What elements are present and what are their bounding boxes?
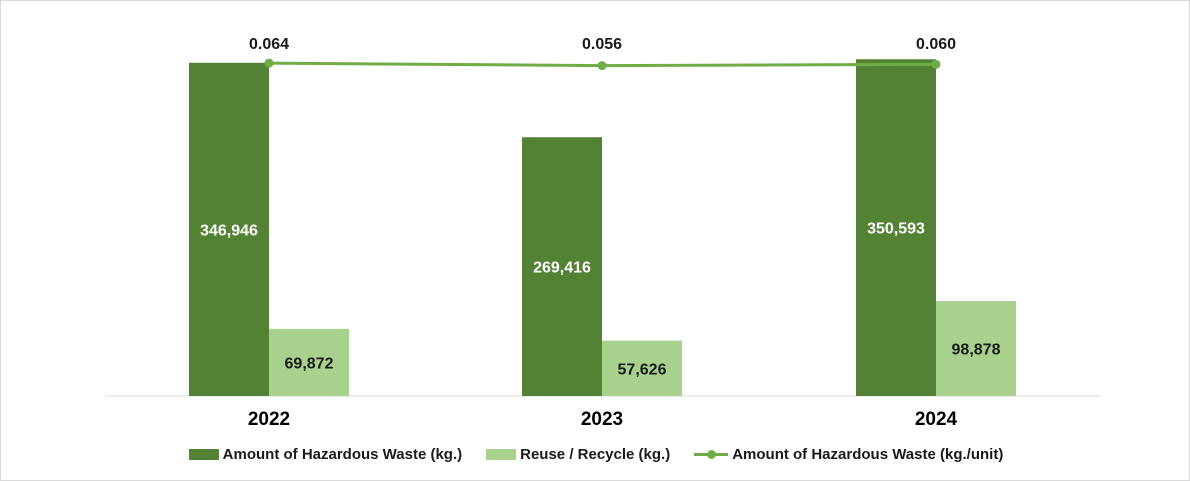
- x-tick-label-2023: 2023: [581, 409, 623, 430]
- line-point-2024: [931, 59, 941, 69]
- line-data-label-2024: 0.060: [916, 36, 956, 53]
- legend-swatch-light: [486, 448, 517, 460]
- bar-hazardous-waste-2024: [856, 59, 936, 397]
- chart-plot: 346,946 69,872 2022 269,416 57,626 2023 350,59…: [105, 36, 1101, 430]
- bar-reuse-recycle-2024: [936, 301, 1016, 396]
- data-label-reuse-recycle-2022: 69,872: [285, 355, 334, 372]
- line-data-label-2023: 0.056: [582, 36, 622, 53]
- data-label-reuse-recycle-2023: 57,626: [618, 361, 667, 378]
- data-label-reuse-recycle-2024: 98,878: [952, 342, 1001, 359]
- data-label-hazardous-waste-2023: 269,416: [533, 260, 591, 277]
- line-point-2023: [597, 61, 607, 71]
- x-tick-label-2024: 2024: [915, 409, 958, 430]
- legend-item-hazardous-waste: Amount of Hazardous Waste (kg.): [188, 445, 463, 463]
- bar-hazardous-waste-2022: [189, 62, 269, 396]
- legend-label: Amount of Hazardous Waste (kg.): [222, 445, 463, 463]
- legend-item-hazardous-waste-per-unit: Amount of Hazardous Waste (kg./unit): [694, 446, 1003, 463]
- bar-hazardous-waste-2023: [522, 137, 602, 396]
- line-data-label-2022: 0.064: [249, 36, 289, 53]
- legend-item-reuse-recycle: Reuse / Recycle (kg.): [486, 446, 670, 463]
- legend-label: Reuse / Recycle (kg.): [520, 445, 671, 463]
- line-point-2022: [264, 58, 274, 68]
- legend: Amount of Hazardous Waste (kg.) Reuse / …: [1, 442, 1190, 466]
- legend-swatch-dark: [188, 448, 219, 460]
- legend-label: Amount of Hazardous Waste (kg./unit): [732, 445, 1004, 463]
- bar-reuse-recycle-2022: [269, 328, 349, 396]
- data-label-hazardous-waste-2024: 350,593: [867, 221, 925, 238]
- bar-reuse-recycle-2023: [602, 340, 682, 396]
- legend-line-marker: [694, 449, 729, 460]
- x-tick-label-2022: 2022: [248, 409, 290, 430]
- data-label-hazardous-waste-2022: 346,946: [200, 222, 258, 239]
